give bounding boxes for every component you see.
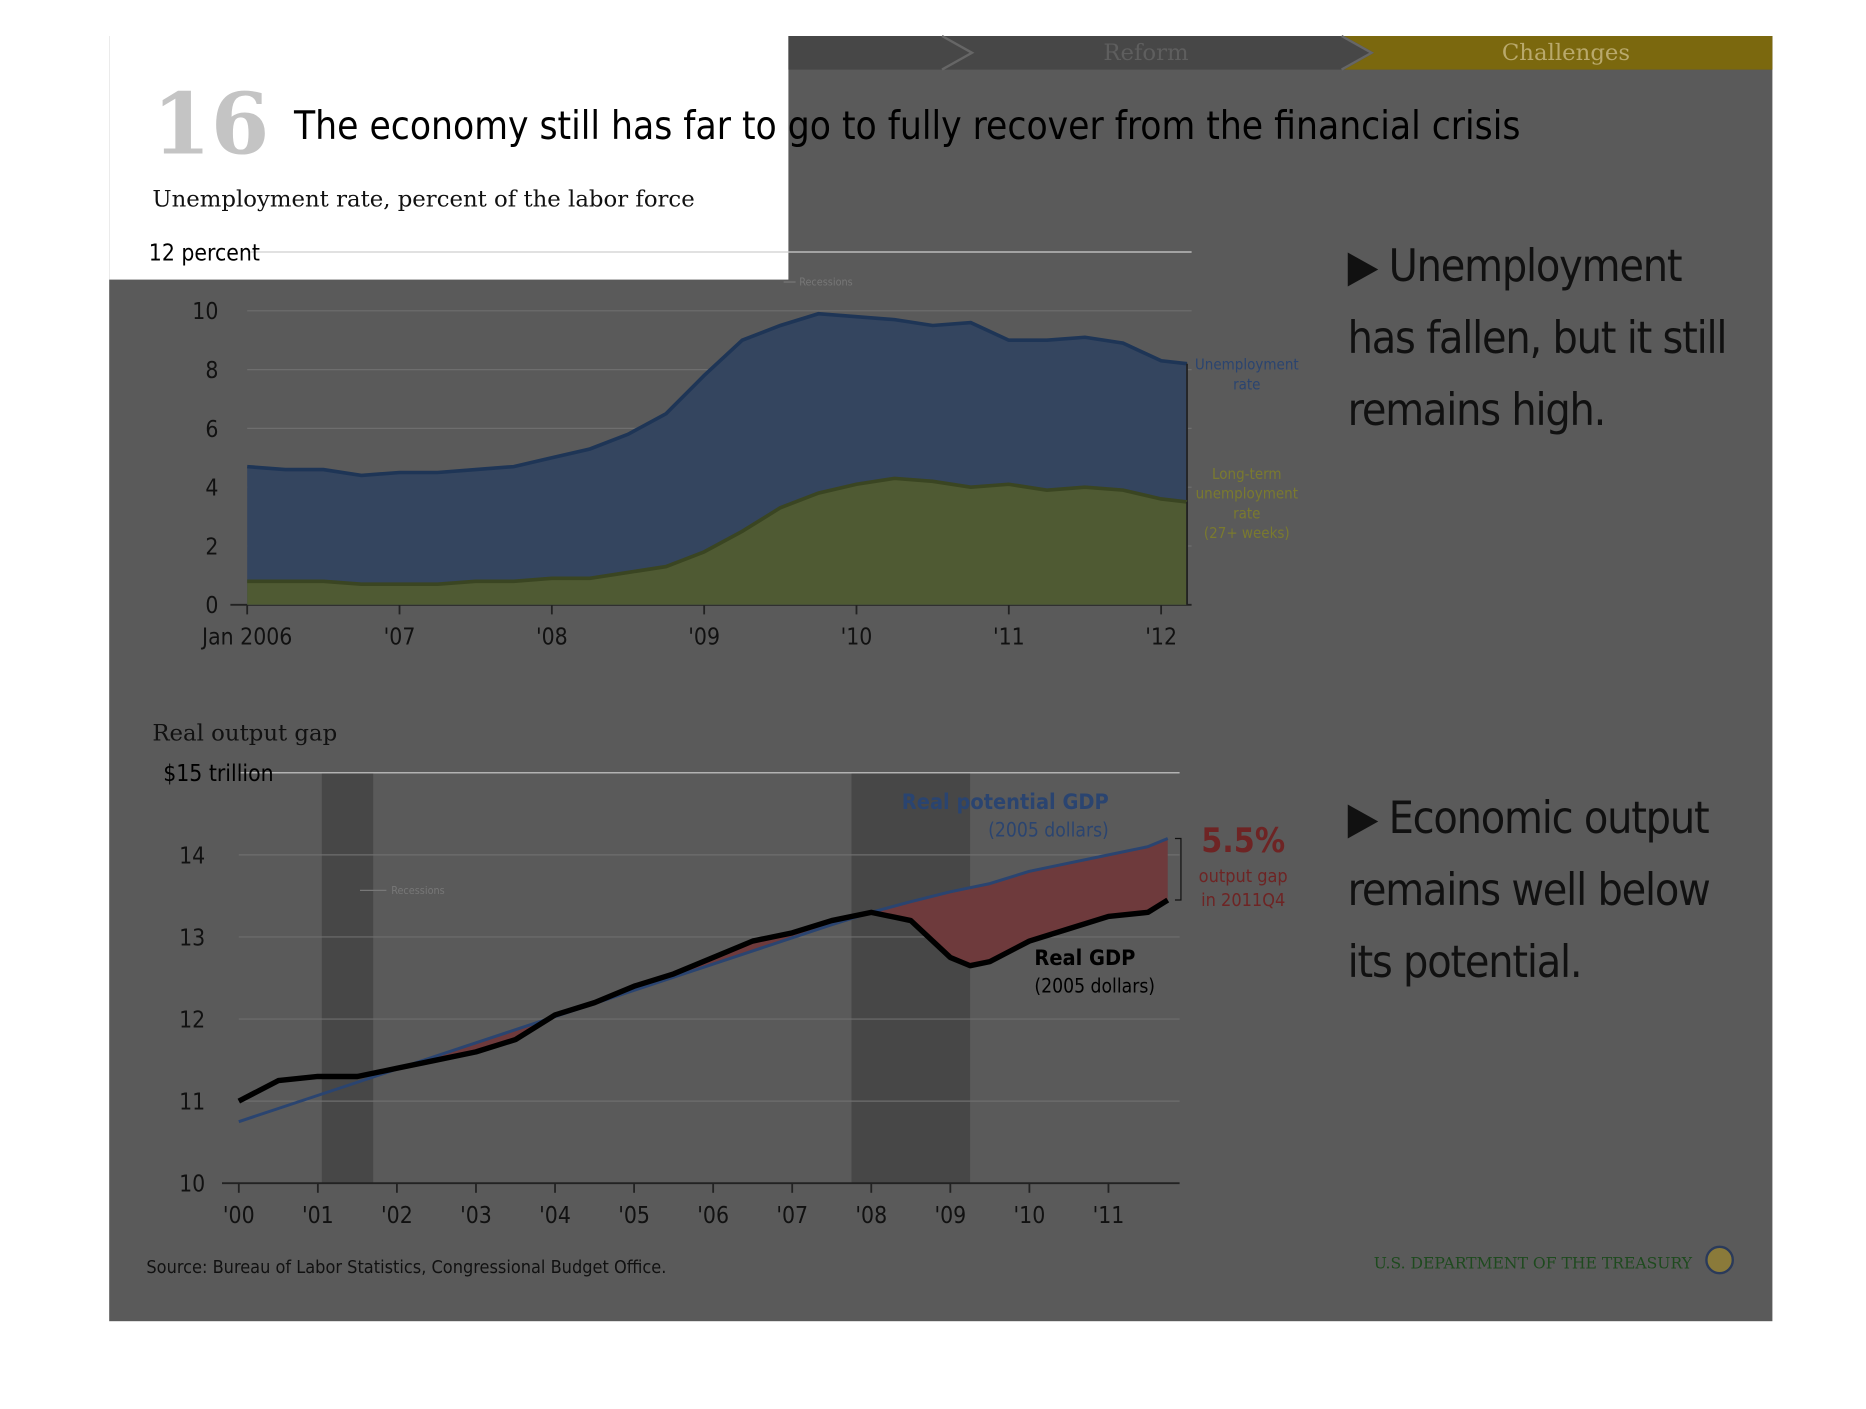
annotation: Recessions [391, 884, 445, 897]
highlight-region [109, 36, 789, 280]
x-tick-label: '10 [841, 624, 873, 650]
nav-arrow [1341, 34, 1375, 71]
source-note: Source: Bureau of Labor Statistics, Cong… [146, 1257, 666, 1278]
nav-arrow [941, 34, 975, 71]
x-tick-label: Jan 2006 [200, 624, 292, 650]
y-tick-label: $15 trillion [163, 761, 273, 787]
series-line [247, 476, 1188, 587]
x-tick-label: '05 [618, 1203, 650, 1229]
gap-bracket [1174, 837, 1182, 901]
y-tick-label: 4 [205, 476, 218, 502]
slide-number: 16 [152, 75, 269, 174]
y-tick-label: 11 [179, 1090, 205, 1116]
x-tick-label: '08 [536, 624, 568, 650]
series-area [247, 478, 1188, 605]
chart-title: Unemployment rate, percent of the labor … [152, 186, 694, 212]
bullet: ▶ Economic output remains well below its… [1347, 792, 1711, 988]
x-tick-label: '09 [688, 624, 720, 650]
y-tick-label: 12 percent [149, 240, 260, 266]
y-tick-label: 8 [205, 358, 218, 384]
x-tick-label: '11 [993, 624, 1025, 650]
nav-tab-active [1344, 36, 1773, 70]
series-line [237, 897, 1170, 1104]
footer-org: U.S. DEPARTMENT OF THE TREASURY [1374, 1254, 1693, 1272]
y-tick-label: 14 [179, 843, 205, 869]
slide-title: The economy still has far to go to fully… [293, 103, 1520, 149]
annotation: Recessions [799, 276, 853, 289]
y-tick-label: 12 [179, 1007, 205, 1033]
x-tick-label: '04 [539, 1203, 571, 1229]
bullet: ▶ Unemployment has fallen, but it still … [1347, 240, 1728, 436]
nav-tab[interactable]: Reform [1103, 40, 1188, 66]
x-tick-label: '11 [1093, 1203, 1125, 1229]
x-tick-label: '07 [776, 1203, 808, 1229]
output-gap-area [396, 838, 1168, 1070]
annotation: (2005 dollars) [1034, 974, 1155, 997]
recession-band [851, 772, 971, 1184]
x-tick-label: '07 [384, 624, 416, 650]
x-tick-label: '08 [855, 1203, 887, 1229]
x-tick-label: '09 [934, 1203, 966, 1229]
y-tick-label: 6 [205, 417, 218, 443]
legend-label: Real GDP [1034, 946, 1135, 971]
x-tick-label: '03 [460, 1203, 492, 1229]
seal-icon [1705, 1245, 1735, 1275]
y-tick-label: 13 [179, 925, 205, 951]
legend-label: Unemployment rate [1195, 356, 1299, 394]
nav-tab[interactable]: Challenges [1502, 40, 1630, 66]
gap-value: 5.5% [1201, 821, 1285, 860]
x-tick-label: '02 [381, 1203, 413, 1229]
series-line [247, 311, 1188, 478]
x-tick-label: '10 [1014, 1203, 1046, 1229]
gap-note: output gap in 2011Q4 [1199, 866, 1288, 911]
legend-label: Real potential GDP [902, 790, 1109, 815]
y-tick-label: 10 [179, 1172, 205, 1198]
y-tick-label: 2 [205, 534, 218, 560]
legend-label: Long-term unemployment rate (27+ weeks) [1196, 465, 1298, 542]
x-tick-label: '01 [302, 1203, 334, 1229]
x-tick-label: '06 [697, 1203, 729, 1229]
annotation: (2005 dollars) [988, 818, 1109, 841]
x-tick-label: '00 [223, 1203, 255, 1229]
y-tick-label: 0 [205, 593, 218, 619]
y-tick-label: 10 [192, 299, 218, 325]
chart-title: Real output gap [152, 720, 337, 746]
recession-band [321, 772, 374, 1184]
x-tick-label: '12 [1145, 624, 1177, 650]
